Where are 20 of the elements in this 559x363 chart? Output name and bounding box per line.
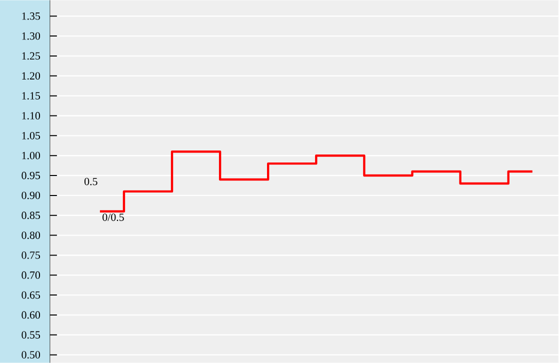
y-tick-label: 0.70 bbox=[22, 271, 40, 279]
y-tick-label: 0.95 bbox=[22, 172, 40, 180]
annotation: 0.5 bbox=[84, 178, 98, 186]
y-tick-label: 1.10 bbox=[22, 112, 40, 120]
y-tick-label: 1.25 bbox=[22, 52, 40, 60]
y-tick-label: 1.30 bbox=[22, 32, 40, 40]
y-tick-label: 1.05 bbox=[22, 132, 40, 140]
y-tick-label: 0.90 bbox=[22, 192, 40, 200]
annotation: 0/0.5 bbox=[102, 214, 124, 222]
y-tick-label: 0.65 bbox=[22, 291, 40, 299]
y-tick-label: 0.55 bbox=[22, 331, 40, 339]
y-tick-label: 0.50 bbox=[22, 351, 40, 359]
y-tick-label: 1.35 bbox=[22, 12, 40, 20]
y-tick-label: 1.00 bbox=[22, 152, 40, 160]
y-tick-label: 1.20 bbox=[22, 72, 40, 80]
y-tick-label: 0.85 bbox=[22, 212, 40, 220]
y-tick-label: 0.75 bbox=[22, 252, 40, 259]
y-tick-label: 0.80 bbox=[22, 232, 40, 240]
y-tick-label: 1.15 bbox=[22, 92, 40, 100]
y-tick-label: 0.60 bbox=[22, 311, 40, 319]
